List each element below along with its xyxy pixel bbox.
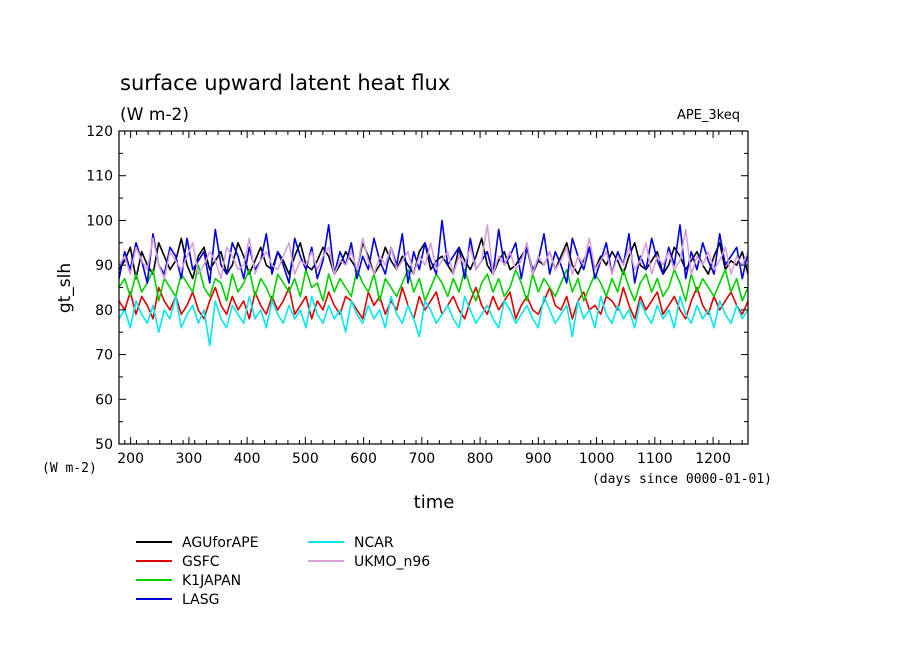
x-tick-label: 900 bbox=[525, 451, 552, 467]
legend-label-lasg: LASG bbox=[182, 592, 219, 608]
x-tick-label: 400 bbox=[234, 451, 261, 467]
legend-label-ncar: NCAR bbox=[354, 535, 394, 551]
chart-subtitle: (W m-2) bbox=[120, 105, 189, 125]
y-tick-label: 100 bbox=[86, 213, 113, 229]
y-tick-label: 70 bbox=[95, 348, 113, 364]
x-tick-label: 800 bbox=[467, 451, 494, 467]
x-tick-label: 1100 bbox=[637, 451, 673, 467]
chart-title: surface upward latent heat flux bbox=[120, 71, 450, 95]
x-axis-unit: (days since 0000-01-01) bbox=[592, 472, 772, 487]
x-tick-label: 200 bbox=[117, 451, 144, 467]
x-tick-label: 500 bbox=[292, 451, 319, 467]
series-line-ncar bbox=[118, 295, 749, 347]
x-tick-label: 700 bbox=[408, 451, 435, 467]
series-layer bbox=[118, 219, 749, 347]
series-line-gsfc bbox=[118, 286, 749, 320]
x-tick-label: 1200 bbox=[695, 451, 731, 467]
dataset-label: APE_3keq bbox=[677, 108, 740, 123]
y-tick-label: 80 bbox=[95, 303, 113, 319]
series-line-k1japan bbox=[118, 264, 749, 302]
x-tick-label: 600 bbox=[350, 451, 377, 467]
x-tick-label: 1000 bbox=[579, 451, 615, 467]
x-tick-label: 300 bbox=[176, 451, 203, 467]
legend-label-aguforape: AGUforAPE bbox=[182, 535, 259, 551]
axes-layer: 50 60 70 80 90 100 110 120 200 300 400 500 600 700 800… bbox=[86, 124, 749, 467]
y-tick-label: 50 bbox=[95, 437, 113, 453]
legend-label-ukmo-n96: UKMO_n96 bbox=[354, 554, 430, 570]
y-tick-label: 120 bbox=[86, 124, 113, 140]
y-axis-label: gt_slh bbox=[55, 263, 75, 313]
series-line-ukmo-n96 bbox=[118, 224, 749, 280]
x-axis-label: time bbox=[414, 492, 455, 513]
legend-label-gsfc: GSFC bbox=[182, 554, 220, 570]
y-tick-label: 90 bbox=[95, 258, 113, 274]
y-axis-unit: (W m-2) bbox=[42, 461, 97, 476]
y-tick-label: 110 bbox=[86, 169, 113, 185]
y-tick-label: 60 bbox=[95, 392, 113, 408]
legend-label-k1japan: K1JAPAN bbox=[182, 573, 241, 589]
legend: AGUforAPE GSFC K1JAPAN LASG NCAR UKMO_n96 bbox=[136, 535, 430, 608]
series-line-lasg bbox=[118, 219, 749, 284]
